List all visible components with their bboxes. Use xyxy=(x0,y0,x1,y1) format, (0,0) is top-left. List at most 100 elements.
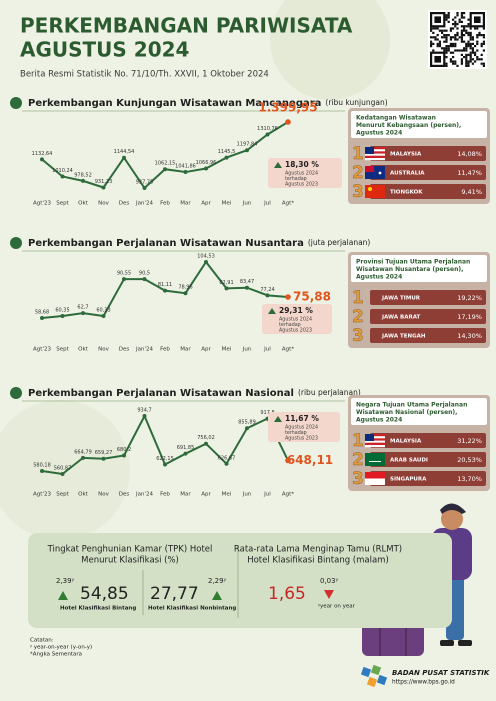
qr-module xyxy=(436,45,439,48)
qr-module xyxy=(445,14,448,17)
point xyxy=(142,414,147,418)
note: *Angka Sementara xyxy=(30,652,82,658)
chart-unit: (ribu kunjungan) xyxy=(325,98,387,107)
point xyxy=(101,313,106,318)
qr-module xyxy=(471,36,474,39)
value-label: 60,33 xyxy=(96,307,110,313)
qr-module xyxy=(471,42,474,45)
point xyxy=(122,453,126,458)
panel-title: Agustus 2024 xyxy=(356,274,402,281)
tpk-value: 54,85 xyxy=(80,584,129,604)
panel-title: Menurut Kebangsaan (persen), xyxy=(356,122,461,129)
value-label: 82,91 xyxy=(219,280,233,286)
row-value: 20,53% xyxy=(457,456,482,464)
qr-module xyxy=(445,49,448,52)
qr-module xyxy=(447,34,450,37)
qr-module xyxy=(452,42,455,45)
point xyxy=(224,155,229,160)
qr-module xyxy=(478,34,481,37)
qr-module xyxy=(460,29,463,32)
x-tick-label: Jun xyxy=(242,201,252,207)
point xyxy=(245,426,249,431)
qr-module xyxy=(463,25,466,28)
qr-module xyxy=(454,42,457,45)
qr-module xyxy=(441,31,444,34)
qr-module xyxy=(445,45,448,48)
qr-module xyxy=(460,49,463,52)
flag xyxy=(365,478,385,485)
flag xyxy=(365,147,385,150)
point xyxy=(40,469,44,474)
qr-module xyxy=(456,14,459,17)
point xyxy=(163,288,167,293)
x-tick-label: Sept xyxy=(56,347,69,353)
value-label: 931,23 xyxy=(95,179,113,185)
qr-module xyxy=(445,18,448,21)
qr-module xyxy=(449,45,452,48)
x-tick-label: Mar xyxy=(180,347,191,353)
point xyxy=(265,132,270,137)
qr-module xyxy=(454,16,457,19)
qr-module xyxy=(441,29,444,32)
qr-module xyxy=(482,34,485,37)
qr-module xyxy=(460,38,463,41)
row-value: 19,22% xyxy=(457,294,482,302)
qr-module xyxy=(469,38,472,41)
flag xyxy=(365,149,385,152)
qr-module xyxy=(445,16,448,19)
qr-module xyxy=(463,40,466,43)
qr-module xyxy=(482,64,485,67)
value-label: 1132,64 xyxy=(32,151,53,157)
qr-module xyxy=(469,56,472,59)
qr-module xyxy=(460,14,463,17)
x-tick-label: Agt'23 xyxy=(33,347,51,353)
annotation-note: terhadap xyxy=(285,430,307,436)
qr-module xyxy=(443,49,446,52)
qr-module xyxy=(476,34,479,37)
qr-module xyxy=(436,38,439,41)
footer-url: https://www.bps.go.id xyxy=(392,680,455,686)
qr-module xyxy=(460,25,463,28)
qr-module xyxy=(465,49,468,52)
up-arrow xyxy=(274,162,282,168)
panel-row xyxy=(370,328,486,343)
qr-module xyxy=(458,49,461,52)
qr-module xyxy=(443,40,446,43)
qr-module xyxy=(452,56,455,59)
x-tick-label: Jun xyxy=(242,347,252,353)
section-title: Perkembangan Perjalanan Wisatawan Nusant… xyxy=(28,238,370,249)
qr-module xyxy=(482,62,485,65)
row-name: ARAB SAUDI xyxy=(390,458,428,464)
annotation-note: Agustus 2023 xyxy=(279,328,312,334)
x-tick-label: Mar xyxy=(180,201,191,207)
qr-finder xyxy=(434,16,441,23)
point xyxy=(60,174,65,179)
point xyxy=(40,157,44,162)
value-label: 1310,76 xyxy=(257,126,278,132)
qr-module xyxy=(454,20,457,23)
qr-module xyxy=(467,64,470,67)
point xyxy=(245,285,249,290)
qr-module xyxy=(430,36,433,39)
qr-module xyxy=(454,23,457,26)
up-arrow xyxy=(212,591,222,600)
page-title: AGUSTUS 2024 xyxy=(20,38,189,62)
qr-module xyxy=(458,36,461,39)
point xyxy=(101,185,106,190)
qr-module xyxy=(432,31,435,34)
qr-module xyxy=(480,62,483,65)
value-label: 1041,86 xyxy=(175,164,196,170)
qr-module xyxy=(443,36,446,39)
qr-module xyxy=(471,47,474,50)
flag xyxy=(365,453,385,466)
qr-module xyxy=(447,47,450,50)
x-tick-label: Agt* xyxy=(282,347,294,353)
qr-module xyxy=(482,27,485,30)
row-name: JAWA TIMUR xyxy=(381,296,421,302)
section-title: Perkembangan Perjalanan Wisatawan Nasion… xyxy=(28,388,361,399)
annotation-note: Agustus 2024 xyxy=(285,171,318,177)
x-tick-label: Jul xyxy=(263,347,271,353)
panel-title: Kedatangan Wisatawan xyxy=(356,115,436,122)
flag xyxy=(365,185,385,198)
value-label: 622,15 xyxy=(156,456,174,462)
